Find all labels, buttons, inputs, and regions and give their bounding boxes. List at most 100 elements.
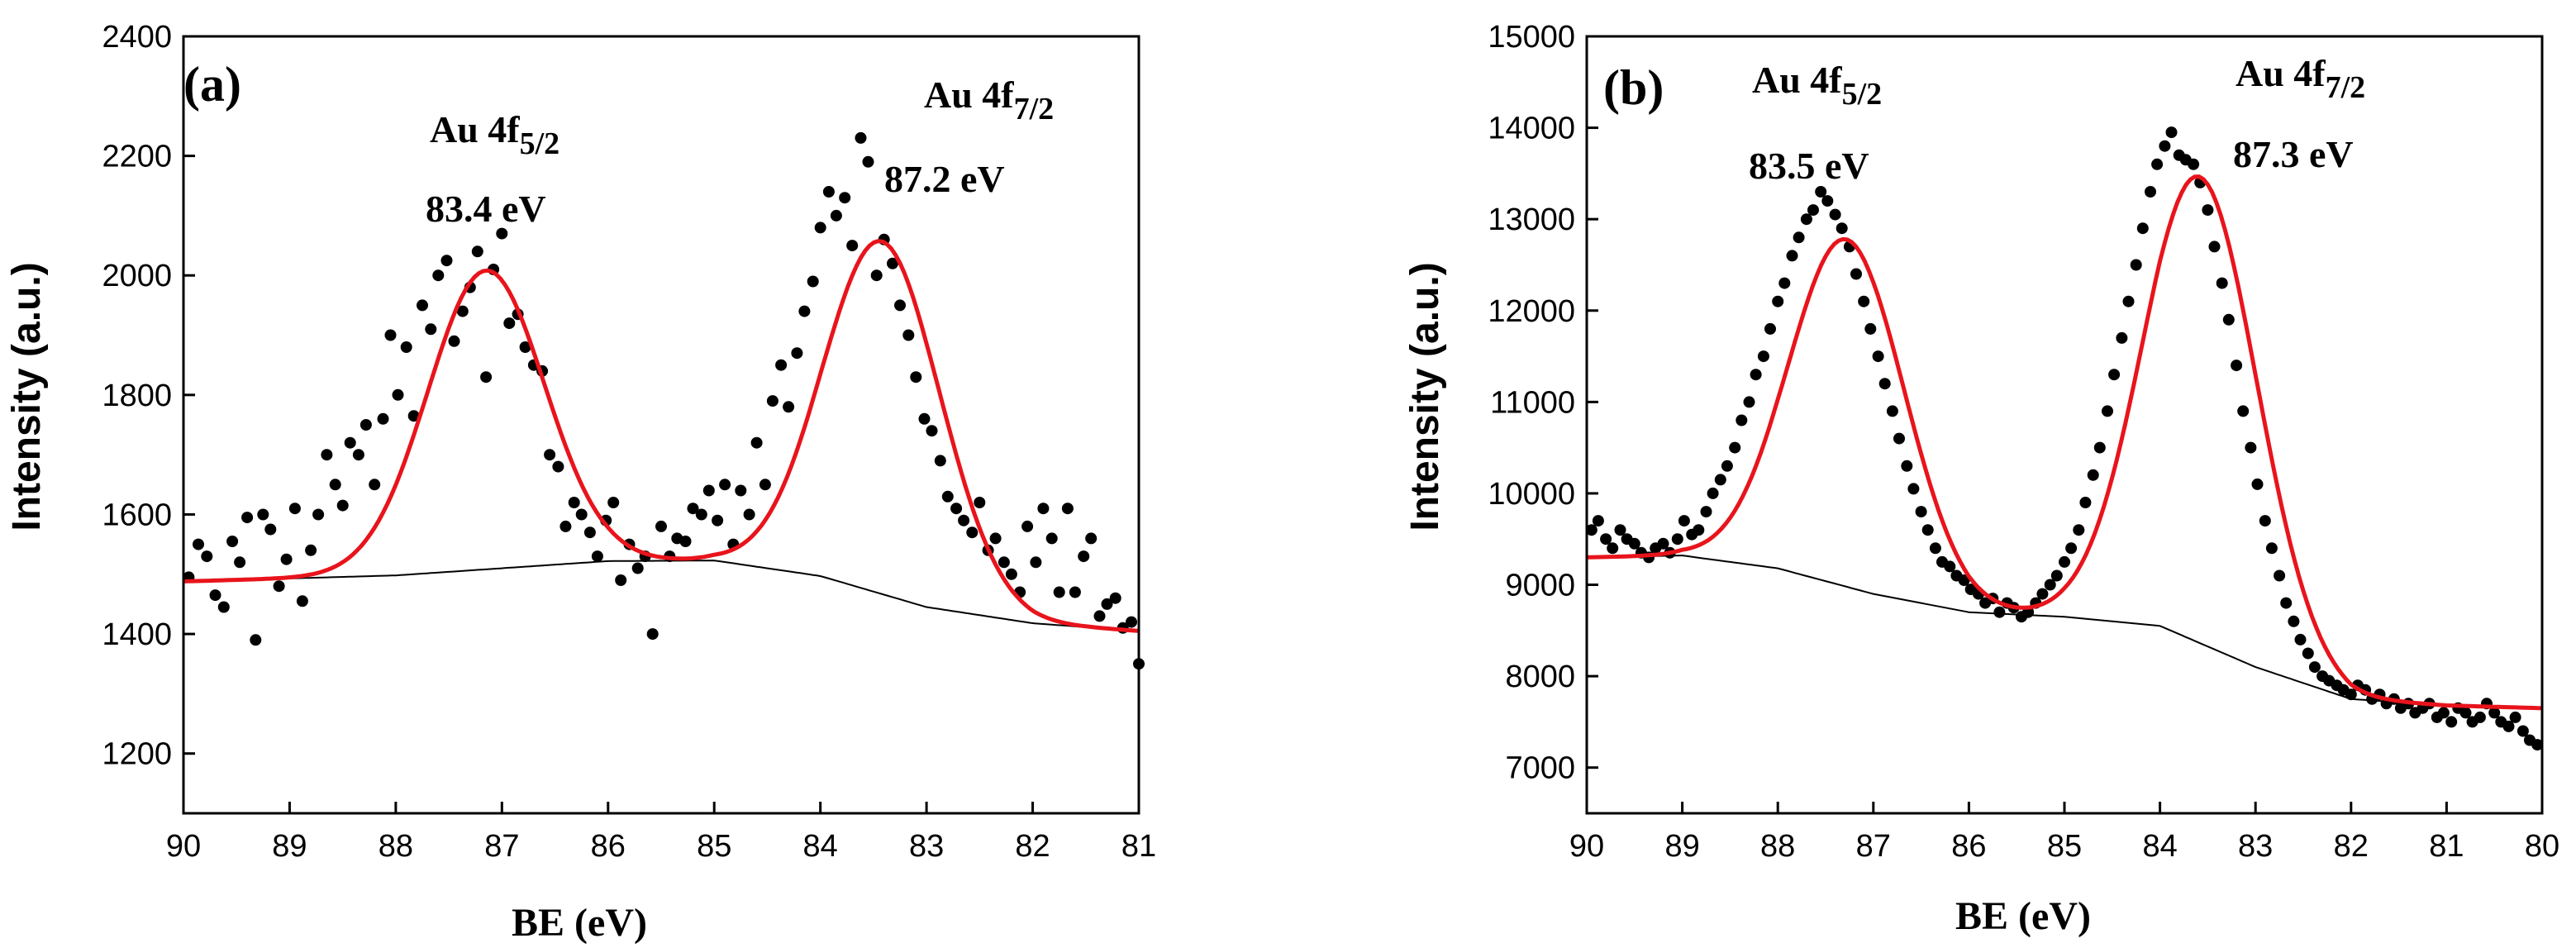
data-point <box>1958 574 1970 586</box>
y-tick-label: 14000 <box>1488 112 1575 146</box>
data-point <box>392 388 404 401</box>
data-point <box>1915 506 1927 518</box>
data-point <box>2237 405 2250 417</box>
data-point <box>1878 378 1891 390</box>
data-point <box>359 419 372 431</box>
data-point <box>958 514 970 526</box>
panel-b-peak1-name: Au 4f5/2 <box>1752 59 1882 112</box>
y-tick-label: 15000 <box>1488 20 1575 55</box>
y-tick-label: 2000 <box>102 259 172 293</box>
data-point <box>1078 550 1090 563</box>
data-point <box>425 323 437 336</box>
data-point <box>2488 707 2501 719</box>
data-point <box>1886 405 1898 417</box>
x-tick-label: 90 <box>166 829 201 864</box>
data-point <box>273 580 285 593</box>
data-point <box>830 209 842 222</box>
data-point <box>2274 569 2286 582</box>
data-point <box>250 634 262 646</box>
x-tick-label: 87 <box>1856 829 1891 864</box>
data-point <box>2208 241 2221 253</box>
y-tick-label: 2200 <box>102 140 172 174</box>
data-point <box>1800 213 1812 226</box>
y-tick-label: 10000 <box>1488 477 1575 512</box>
panel-b-peak1-name-sub: 5/2 <box>1842 77 1883 112</box>
data-point <box>1836 222 1848 235</box>
data-point <box>702 484 715 497</box>
x-tick-label: 83 <box>2238 829 2273 864</box>
data-point <box>1793 231 1805 244</box>
data-point <box>369 479 381 491</box>
data-point <box>2222 313 2235 326</box>
data-point <box>2145 186 2156 198</box>
background-curve <box>183 560 1140 632</box>
data-point <box>846 240 859 252</box>
panel-a-peak1-name: Au 4f5/2 <box>430 108 559 161</box>
data-point <box>503 317 516 330</box>
data-point <box>1893 432 1905 445</box>
data-point <box>336 499 349 512</box>
data-point <box>2059 555 2070 568</box>
data-point <box>1764 322 1776 335</box>
data-point <box>855 131 867 144</box>
x-tick-label: 81 <box>2429 829 2464 864</box>
panel-a-y-axis-title: Intensity (a.u.) <box>5 262 49 531</box>
data-point <box>2259 515 2271 527</box>
x-tick-label: 89 <box>272 829 307 864</box>
x-tick-label: 84 <box>2142 829 2177 864</box>
panel-a-peak1-name-main: Au 4f <box>430 108 520 150</box>
data-point <box>1657 537 1669 550</box>
data-point <box>305 544 317 556</box>
data-point <box>941 490 954 503</box>
data-point <box>750 436 763 449</box>
data-point <box>234 556 246 569</box>
data-point <box>2509 711 2521 723</box>
data-point <box>1858 295 1870 307</box>
data-point <box>950 503 963 515</box>
data-point <box>695 508 707 521</box>
panel-a-chart: 90 89 88 87 86 85 84 83 82 81 1200 1400 1600 1800 200… <box>5 20 1156 945</box>
data-point <box>2087 469 2099 481</box>
data-point <box>456 305 469 317</box>
panel-a-fit-curve-layer <box>183 239 1140 633</box>
data-point <box>1807 204 1819 217</box>
fit-curve <box>1586 174 2543 711</box>
data-point <box>1093 610 1106 622</box>
data-point <box>280 553 293 565</box>
data-point <box>2093 441 2106 454</box>
x-tick-label: 85 <box>2047 829 2082 864</box>
data-point <box>2245 441 2257 454</box>
data-point <box>400 341 412 353</box>
data-point <box>2122 295 2135 307</box>
data-point <box>448 335 460 347</box>
data-point <box>2136 222 2149 235</box>
data-point <box>822 186 835 198</box>
data-point <box>1901 460 1913 472</box>
data-point <box>807 275 819 288</box>
data-point <box>2280 597 2293 609</box>
panel-a-peak1-name-sub: 5/2 <box>520 126 560 161</box>
data-point <box>1907 483 1920 495</box>
data-point <box>2073 524 2085 536</box>
data-point <box>1864 322 1877 335</box>
panel-b-peak2-name: Au 4f7/2 <box>2236 52 2365 105</box>
data-point <box>862 155 874 168</box>
x-tick-label: 80 <box>2525 829 2559 864</box>
x-tick-label: 81 <box>1121 829 1156 864</box>
data-point <box>209 589 221 602</box>
data-point <box>193 538 204 550</box>
data-point <box>2516 725 2529 737</box>
data-point <box>2159 140 2171 152</box>
data-point <box>2251 478 2264 490</box>
data-point <box>1993 606 2006 618</box>
data-point <box>1045 532 1058 545</box>
y-tick-label: 11000 <box>1490 385 1575 420</box>
data-point <box>2345 688 2357 701</box>
data-point <box>432 269 445 282</box>
panel-b-peak2-position: 87.3 eV <box>2233 133 2354 175</box>
panel-b-peak2-name-sub: 7/2 <box>2326 70 2366 105</box>
x-tick-label: 83 <box>909 829 944 864</box>
data-point <box>887 257 898 269</box>
data-point <box>496 227 508 240</box>
data-point <box>1944 560 1956 573</box>
